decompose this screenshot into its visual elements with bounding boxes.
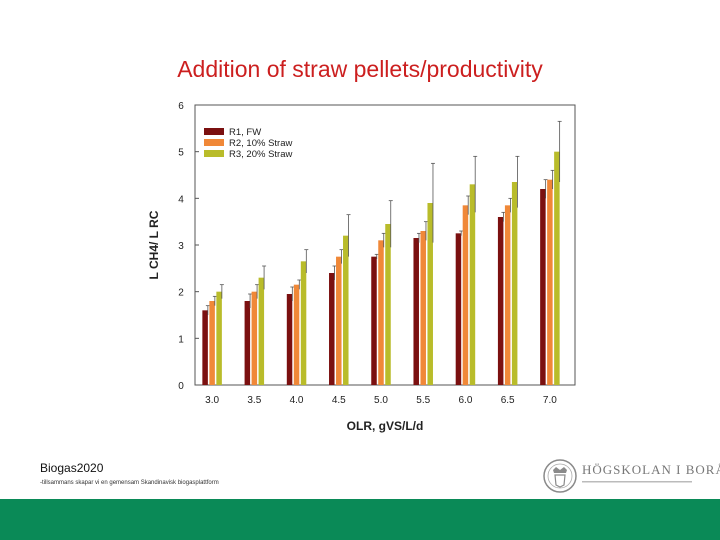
bar: [462, 205, 469, 385]
slide-title: Addition of straw pellets/productivity: [177, 56, 543, 82]
y-tick-label: 6: [178, 101, 184, 112]
bar: [209, 301, 215, 385]
bar: [469, 184, 476, 385]
x-tick-label: 3.5: [247, 395, 261, 406]
legend-label: R2, 10% Straw: [229, 138, 292, 149]
bar: [202, 310, 208, 385]
bar: [286, 294, 293, 385]
x-tick-label: 6.0: [458, 395, 472, 406]
bar: [216, 291, 222, 385]
bar: [251, 291, 258, 385]
bar: [497, 217, 504, 385]
bar: [413, 238, 419, 385]
x-tick-label: 5.5: [416, 395, 430, 406]
y-tick-label: 4: [178, 194, 184, 205]
footer-bar: [0, 499, 720, 540]
x-tick-label: 3.0: [205, 395, 219, 406]
y-tick-label: 5: [178, 148, 184, 159]
crest-icon: [543, 459, 577, 493]
logo-wordmark: HÖGSKOLAN I BORÅS: [582, 462, 720, 477]
x-tick-label: 4.0: [290, 395, 304, 406]
bar: [343, 235, 349, 385]
x-tick-label: 5.0: [374, 395, 388, 406]
legend-label: R1, FW: [229, 127, 261, 138]
bar: [385, 224, 391, 385]
x-tick-label: 6.5: [501, 395, 515, 406]
bar: [371, 256, 377, 385]
legend-swatch: [204, 150, 224, 157]
bar: [336, 256, 342, 385]
legend-swatch: [204, 128, 224, 135]
footer-organization: Biogas2020: [40, 461, 104, 475]
y-tick-label: 0: [178, 381, 184, 392]
bar: [427, 203, 433, 385]
bar: [293, 284, 300, 385]
x-axis-label: OLR, gVS/L/d: [347, 419, 424, 433]
bar: [420, 231, 426, 385]
legend-label: R3, 20% Straw: [229, 149, 292, 160]
y-tick-label: 3: [178, 241, 184, 252]
footer-tagline: -tillsammans skapar vi en gemensam Skand…: [40, 480, 219, 486]
bar: [329, 273, 335, 385]
bar: [455, 233, 462, 385]
bar: [511, 182, 518, 385]
bar: [378, 240, 384, 385]
university-logo: HÖGSKOLAN I BORÅS: [540, 456, 720, 496]
bar: [244, 301, 251, 385]
bar: [554, 151, 560, 385]
bar: [540, 189, 546, 385]
bar-chart: 0 1 2 3 4 5 6 3.0 3.5 4.0 4.5 5.0 5.5 6.0 6.5 7.0 OLR, g…: [147, 101, 576, 433]
y-tick-label: 1: [178, 334, 184, 345]
legend-swatch: [204, 139, 224, 146]
logo-subline: [582, 480, 692, 486]
x-tick-label: 7.0: [543, 395, 557, 406]
bar: [258, 277, 265, 385]
bar: [300, 261, 307, 385]
bar: [547, 179, 553, 385]
x-tick-label: 4.5: [332, 395, 346, 406]
y-axis-label: L CH4/ L RC: [147, 210, 161, 279]
bar: [504, 205, 511, 385]
y-tick-label: 2: [178, 288, 184, 299]
